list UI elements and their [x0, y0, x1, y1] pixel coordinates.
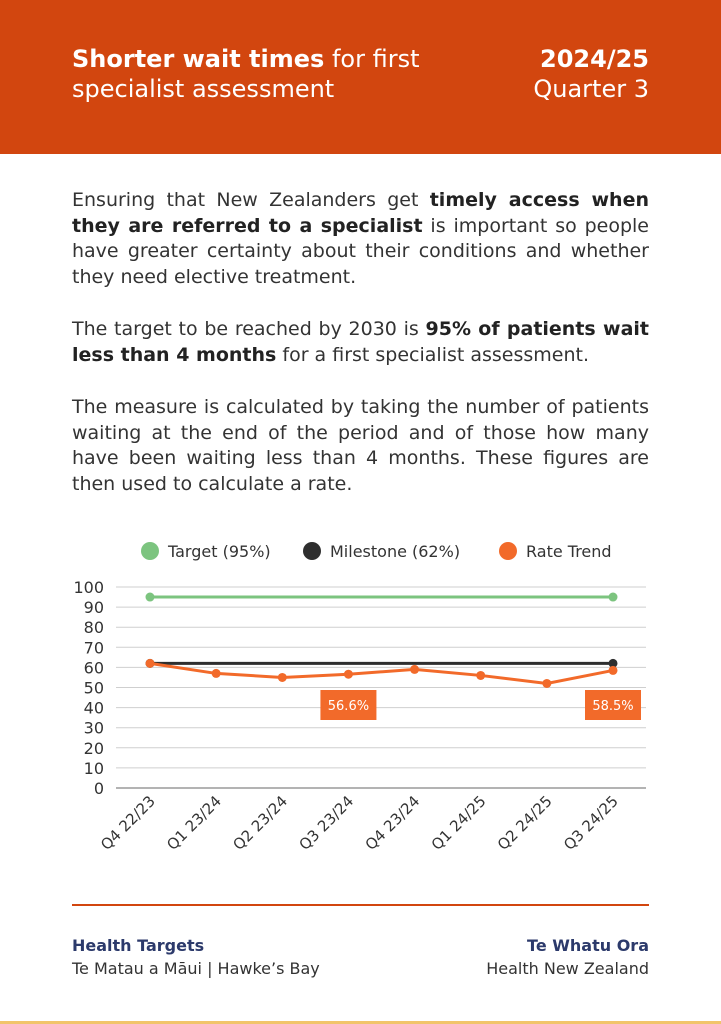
legend-label: Rate Trend [526, 542, 612, 561]
report-year: 2024/25 [540, 45, 649, 73]
intro-paragraph-3: The measure is calculated by taking the … [72, 396, 649, 495]
wait-times-chart: Target (95%) Milestone (62%) Rate Trend 01… [73, 542, 646, 854]
footer-org-region: Te Matau a Māui | Hawke’s Bay [72, 959, 320, 978]
y-tick-label: 100 [73, 578, 104, 597]
footer-divider [72, 904, 649, 906]
y-tick-label: 60 [84, 658, 104, 677]
y-tick-label: 20 [84, 739, 104, 758]
x-tick-label: Q4 22/23 [97, 792, 159, 854]
legend-label: Target (95%) [167, 542, 271, 561]
data-point [145, 592, 155, 602]
intro-p2-text-b: for a first specialist assessment. [276, 343, 590, 366]
footer-org-title: Health Targets [72, 936, 205, 955]
y-tick-label: 70 [84, 638, 104, 657]
intro-p1-bold: timely access when they are referred to … [72, 189, 649, 237]
legend-item: Milestone (62%) [303, 542, 460, 561]
data-point [410, 664, 420, 674]
data-point [608, 658, 618, 668]
data-point [476, 670, 486, 680]
footer-left: Health Targets Te Matau a Māui | Hawke’s… [72, 934, 320, 980]
x-tick-label: Q4 23/24 [362, 792, 424, 854]
y-tick-label: 30 [84, 719, 104, 738]
x-tick-label: Q3 24/25 [560, 792, 622, 854]
data-label-box [320, 690, 377, 720]
intro-p2-text-a: The target to be reached by 2030 is [72, 318, 426, 340]
series-rate-trend [145, 658, 618, 688]
report-period: 2024/25 Quarter 3 [533, 44, 649, 104]
x-tick-label: Q3 23/24 [295, 792, 357, 854]
legend-item: Rate Trend [499, 542, 612, 561]
header-banner: Shorter wait times for first specialist … [0, 0, 721, 154]
y-tick-label: 40 [84, 699, 104, 718]
data-point [277, 672, 287, 682]
legend-swatch [303, 542, 321, 560]
y-tick-label: 50 [84, 679, 104, 698]
report-title: Shorter wait times for first specialist … [72, 44, 419, 104]
series-milestone-62 [145, 658, 618, 668]
report-quarter: Quarter 3 [533, 75, 649, 103]
legend-swatch [499, 542, 517, 560]
legend-item: Target (95%) [141, 542, 271, 561]
data-label-text: 58.5% [592, 699, 633, 714]
x-axis-ticks: Q4 22/23 Q1 23/24 Q2 23/24 Q3 23/24 Q4 23/24… [97, 792, 622, 854]
data-label: 56.6% [320, 690, 377, 720]
legend-label: Milestone (62%) [330, 542, 460, 561]
x-tick-label: Q2 24/25 [494, 792, 556, 854]
data-point [542, 678, 552, 688]
data-label: 58.5% [585, 690, 641, 720]
x-tick-label: Q1 24/25 [428, 792, 490, 854]
report-title-bold: Shorter wait times [72, 45, 325, 73]
data-label-box [585, 690, 641, 720]
legend-swatch [141, 542, 159, 560]
series-line [149, 661, 614, 685]
footer-agency-title: Te Whatu Ora [527, 936, 649, 955]
data-point [343, 669, 353, 679]
chart-series [145, 592, 618, 688]
data-point [145, 658, 155, 668]
chart-grid [116, 586, 646, 789]
data-point [608, 665, 618, 675]
x-tick-label: Q2 23/24 [229, 792, 291, 854]
report-title-line2: specialist assessment [72, 75, 335, 103]
intro-paragraph-1: Ensuring that New Zealanders get timely … [72, 188, 649, 290]
y-tick-label: 0 [94, 779, 104, 798]
data-point [608, 592, 618, 602]
intro-p2-bold: 95% of patients wait less than 4 months [72, 318, 649, 366]
footer-right: Te Whatu Ora Health New Zealand [486, 934, 649, 980]
footer-agency-sub: Health New Zealand [486, 959, 649, 978]
y-tick-label: 10 [84, 759, 104, 778]
intro-p1-text-b: is important so people have greater cert… [72, 214, 649, 288]
chart-legend: Target (95%) Milestone (62%) Rate Trend [141, 542, 612, 561]
chart-annotations: 56.6% 58.5% [320, 690, 641, 720]
x-tick-label: Q1 23/24 [163, 792, 225, 854]
intro-p1-text-a: Ensuring that New Zealanders get [72, 189, 430, 211]
data-label-text: 56.6% [328, 699, 369, 714]
intro-paragraph-2: The target to be reached by 2030 is 95% … [72, 317, 649, 368]
report-title-rest: for first [324, 45, 420, 73]
data-point [211, 668, 221, 678]
series-target-95 [145, 592, 618, 602]
bottom-accent-bar [0, 1021, 721, 1024]
y-tick-label: 90 [84, 598, 104, 617]
y-tick-label: 80 [84, 618, 104, 637]
